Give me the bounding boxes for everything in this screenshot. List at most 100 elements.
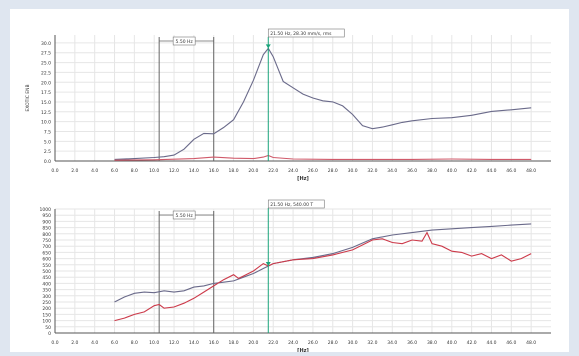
x-tick-label: 34.0 bbox=[387, 168, 397, 174]
y-tick-label: 550 bbox=[42, 263, 51, 269]
y-tick-label: 100 bbox=[42, 319, 51, 325]
marker-arrow bbox=[265, 262, 271, 267]
x-tick-label: 20.0 bbox=[248, 168, 258, 174]
x-tick-label: 20.0 bbox=[248, 340, 258, 346]
x-tick-label: 36.0 bbox=[407, 168, 417, 174]
y-tick-label: 0 bbox=[48, 331, 51, 337]
x-tick-label: 18.0 bbox=[229, 340, 239, 346]
y-tick-label: 500 bbox=[42, 269, 51, 275]
y-tick-label: 200 bbox=[42, 306, 51, 312]
y-tick-label: 300 bbox=[42, 294, 51, 300]
x-tick-label: 4.0 bbox=[91, 168, 98, 174]
x-tick-label: 48.0 bbox=[526, 340, 536, 346]
y-tick-label: 600 bbox=[42, 257, 51, 263]
x-tick-label: 16.0 bbox=[209, 168, 219, 174]
x-tick-label: 18.0 bbox=[229, 168, 239, 174]
x-tick-label: 0.0 bbox=[51, 168, 58, 174]
x-tick-label: 10.0 bbox=[149, 168, 159, 174]
y-tick-label: 400 bbox=[42, 281, 51, 287]
y-tick-label: 2.5 bbox=[44, 149, 51, 155]
y-tick-label: 5.0 bbox=[44, 139, 51, 145]
x-tick-label: 42.0 bbox=[467, 168, 477, 174]
x-tick-label: 4.0 bbox=[91, 340, 98, 346]
x-tick-label: 38.0 bbox=[427, 168, 437, 174]
x-tick-label: 22.0 bbox=[268, 168, 278, 174]
y-tick-label: 350 bbox=[42, 288, 51, 294]
top-chart: 0.0 2.5 5.0 7.5 10.0 12.5 15.0 17.5 20.0 22.5 25.0… bbox=[25, 28, 551, 182]
series-2-line bbox=[114, 154, 532, 161]
x-tick-label: 24.0 bbox=[288, 168, 298, 174]
x-tick-label: 0.0 bbox=[51, 340, 58, 346]
x-tick-label: 38.0 bbox=[427, 340, 437, 346]
x-tick-label: 26.0 bbox=[308, 340, 318, 346]
x-tick-label: 40.0 bbox=[447, 168, 457, 174]
y-tick-label: 950 bbox=[42, 213, 51, 219]
y-tick-label: 650 bbox=[42, 250, 51, 256]
bracket-label-box bbox=[172, 36, 196, 46]
chart-panel: 0.0 2.5 5.0 7.5 10.0 12.5 15.0 17.5 20.0 22.5 25.0… bbox=[10, 9, 569, 352]
y-tick-label: 150 bbox=[42, 312, 51, 318]
marker-label-box bbox=[267, 28, 345, 38]
x-tick-label: 26.0 bbox=[308, 168, 318, 174]
x-tick-label: 14.0 bbox=[189, 340, 199, 346]
marker-arrow bbox=[265, 44, 271, 49]
x-tick-label: 40.0 bbox=[447, 340, 457, 346]
series-1-line bbox=[114, 47, 532, 160]
x-tick-label: 22.0 bbox=[268, 340, 278, 346]
y-tick-label: 27.5 bbox=[41, 51, 51, 57]
x-tick-label: 6.0 bbox=[111, 340, 118, 346]
y-tick-label: 17.5 bbox=[41, 90, 51, 96]
y-tick-label: 0.0 bbox=[44, 159, 51, 165]
y-tick-label: 15.0 bbox=[41, 100, 51, 106]
x-tick-label: 28.0 bbox=[328, 168, 338, 174]
y-tick-label: 850 bbox=[42, 226, 51, 232]
x-tick-label: 42.0 bbox=[467, 340, 477, 346]
marker-label: 21.50 Hz, 540.00 T bbox=[270, 202, 313, 208]
x-tick-label: 46.0 bbox=[506, 340, 516, 346]
x-tick-label: 30.0 bbox=[348, 340, 358, 346]
series-2-line bbox=[114, 231, 532, 322]
y-axis-label: EXOTIC ENB bbox=[25, 84, 31, 111]
y-tick-label: 10.0 bbox=[41, 120, 51, 126]
x-tick-label: 32.0 bbox=[367, 340, 377, 346]
bracket-label: 5.50 Hz bbox=[176, 39, 194, 45]
x-tick-label: 46.0 bbox=[506, 168, 516, 174]
x-tick-label: 24.0 bbox=[288, 340, 298, 346]
y-tick-label: 22.5 bbox=[41, 70, 51, 76]
y-tick-label: 750 bbox=[42, 238, 51, 244]
x-tick-label: 10.0 bbox=[149, 340, 159, 346]
x-tick-label: 44.0 bbox=[486, 168, 496, 174]
x-tick-label: 28.0 bbox=[328, 340, 338, 346]
x-tick-label: 8.0 bbox=[131, 340, 138, 346]
x-axis-label: [Hz] bbox=[297, 348, 309, 352]
y-tick-label: 12.5 bbox=[41, 110, 51, 116]
x-tick-label: 8.0 bbox=[131, 168, 138, 174]
bracket-label: 5.50 Hz bbox=[176, 213, 194, 219]
x-tick-label: 2.0 bbox=[71, 168, 78, 174]
series-1-line bbox=[114, 223, 532, 303]
y-tick-label: 900 bbox=[42, 219, 51, 225]
x-tick-label: 34.0 bbox=[387, 340, 397, 346]
y-tick-label: 800 bbox=[42, 232, 51, 238]
marker-label-box bbox=[267, 199, 325, 209]
y-tick-label: 7.5 bbox=[44, 129, 51, 135]
y-tick-label: 50 bbox=[45, 325, 51, 331]
x-axis-label: [Hz] bbox=[297, 176, 309, 182]
x-tick-label: 16.0 bbox=[209, 340, 219, 346]
x-tick-label: 36.0 bbox=[407, 340, 417, 346]
x-tick-label: 12.0 bbox=[169, 168, 179, 174]
marker-label: 21.50 Hz, 28.30 mm/s, rms bbox=[270, 31, 332, 37]
x-tick-label: 2.0 bbox=[71, 340, 78, 346]
y-tick-label: 25.0 bbox=[41, 61, 51, 67]
y-tick-label: 450 bbox=[42, 275, 51, 281]
bracket-label-box bbox=[172, 210, 196, 220]
y-tick-label: 30.0 bbox=[41, 41, 51, 47]
x-tick-label: 32.0 bbox=[367, 168, 377, 174]
y-tick-label: 20.0 bbox=[41, 80, 51, 86]
y-tick-label: 250 bbox=[42, 300, 51, 306]
x-tick-label: 44.0 bbox=[486, 340, 496, 346]
x-tick-label: 48.0 bbox=[526, 168, 536, 174]
x-tick-label: 14.0 bbox=[189, 168, 199, 174]
x-tick-label: 12.0 bbox=[169, 340, 179, 346]
